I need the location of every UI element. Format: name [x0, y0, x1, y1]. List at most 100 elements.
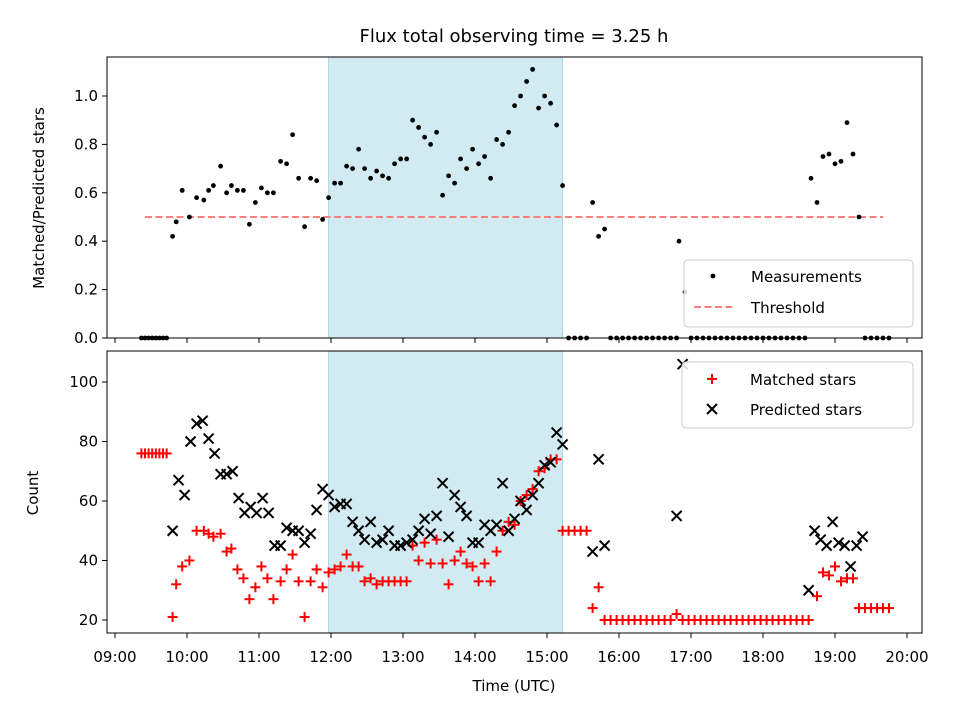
measurement-point [494, 137, 499, 142]
bottom-y-tick-label: 40 [79, 552, 98, 570]
measurement-point [253, 200, 258, 205]
predicted-star-point [544, 456, 557, 469]
predicted-star-point [820, 539, 833, 552]
x-diag-2 [196, 414, 209, 427]
legend-predicted-label: Predicted stars [750, 401, 862, 419]
matched-star-point [443, 579, 454, 590]
matched-star-point [256, 561, 267, 572]
measurement-point [314, 178, 319, 184]
measurement-point [850, 151, 856, 157]
x-diag-2 [490, 519, 503, 531]
x-diag-2 [190, 417, 203, 430]
x-diag-2 [406, 533, 419, 546]
matched-star-point [244, 594, 255, 605]
matched-star-point [449, 555, 460, 566]
measurement-point [832, 161, 838, 167]
measurement-point [271, 190, 276, 196]
matched-star-point [485, 576, 496, 587]
matched-star-point [521, 490, 532, 501]
measurement-point [350, 166, 355, 172]
measurement-point [596, 233, 601, 239]
measurement-point [820, 154, 826, 159]
legend-matched-marker [707, 374, 717, 384]
top-y-tick-label: 1.0 [74, 87, 98, 105]
measurement-point [500, 142, 505, 147]
x-diag-2 [256, 492, 269, 504]
predicted-star-point [856, 530, 869, 543]
predicted-star-point [514, 495, 527, 507]
x-diag-2 [514, 495, 527, 507]
predicted-star-point [526, 489, 539, 501]
matched-star-point [299, 612, 310, 623]
matched-star-point [467, 561, 478, 572]
measurement-point [308, 175, 313, 181]
matched-star-point [317, 582, 328, 593]
matched-star-point [593, 582, 604, 593]
x-diag-2 [400, 536, 413, 549]
matched-star-point [479, 558, 490, 569]
measurement-point [676, 238, 682, 244]
matched-star-point [171, 579, 182, 590]
predicted-star-point [382, 525, 395, 537]
measurement-point [386, 175, 391, 181]
bottom-y-tick-label: 60 [79, 492, 98, 510]
matched-star-point [665, 615, 676, 625]
measurement-point [211, 183, 216, 188]
measurement-point [229, 183, 234, 188]
x-diag-2 [274, 539, 287, 552]
matched-star-point [365, 573, 376, 584]
x-diag-2 [496, 477, 509, 489]
predicted-star-point [352, 525, 365, 537]
predicted-star-point [358, 533, 371, 546]
predicted-star-point [538, 459, 551, 472]
matched-star-point [587, 603, 598, 614]
matched-star-point [437, 558, 448, 569]
matched-star-point [268, 594, 279, 605]
x-diag-2 [850, 539, 863, 552]
bottom-x-tick-label: 19:00 [813, 648, 856, 666]
measurement-point [512, 103, 517, 109]
measurement-point [416, 125, 421, 130]
bottom-x-tick-label: 15:00 [525, 648, 568, 666]
matched-star-point [431, 534, 442, 545]
predicted-star-point [196, 414, 209, 427]
top-shaded-span [328, 56, 564, 339]
x-diag-2 [844, 560, 857, 573]
top-legend-box [683, 259, 914, 328]
bottom-x-tick-label: 20:00 [885, 648, 928, 666]
measurement-point [201, 197, 207, 203]
predicted-star-point [556, 438, 569, 451]
x-diag-2 [520, 504, 533, 516]
bottom-x-tick-label: 17:00 [669, 648, 712, 666]
matched-star-point [215, 528, 226, 539]
matched-star-point [527, 484, 538, 495]
measurement-point [518, 93, 523, 99]
bottom-x-tick-label: 14:00 [453, 648, 496, 666]
predicted-star-point [262, 507, 275, 519]
matched-star-point [238, 573, 249, 584]
x-diag-2 [280, 522, 293, 534]
measurement-point [814, 200, 820, 205]
x-diag-2 [316, 483, 329, 495]
predicted-star-point [406, 533, 419, 546]
predicted-star-point [850, 539, 863, 552]
legend-measurement-marker [710, 273, 716, 279]
predicted-star-point [832, 536, 845, 549]
x-diag-2 [172, 474, 185, 486]
bottom-x-tick-label: 16:00 [597, 648, 640, 666]
x-diag-2 [544, 456, 557, 469]
predicted-star-point [418, 513, 431, 525]
matched-star-point [184, 555, 195, 566]
matched-star-point [401, 576, 412, 587]
predicted-star-point [826, 516, 839, 528]
matched-star-point [208, 531, 219, 542]
x-diag-2 [526, 489, 539, 501]
x-diag-2 [442, 530, 455, 543]
measurement-point [410, 117, 415, 123]
x-diag-2 [328, 501, 341, 513]
top-y-axis-label: Matched/Predicted stars [30, 107, 48, 289]
x-diag-2 [166, 525, 179, 537]
predicted-star-point [508, 513, 521, 525]
x-diag-2 [394, 539, 407, 552]
matched-star-point [341, 549, 352, 560]
